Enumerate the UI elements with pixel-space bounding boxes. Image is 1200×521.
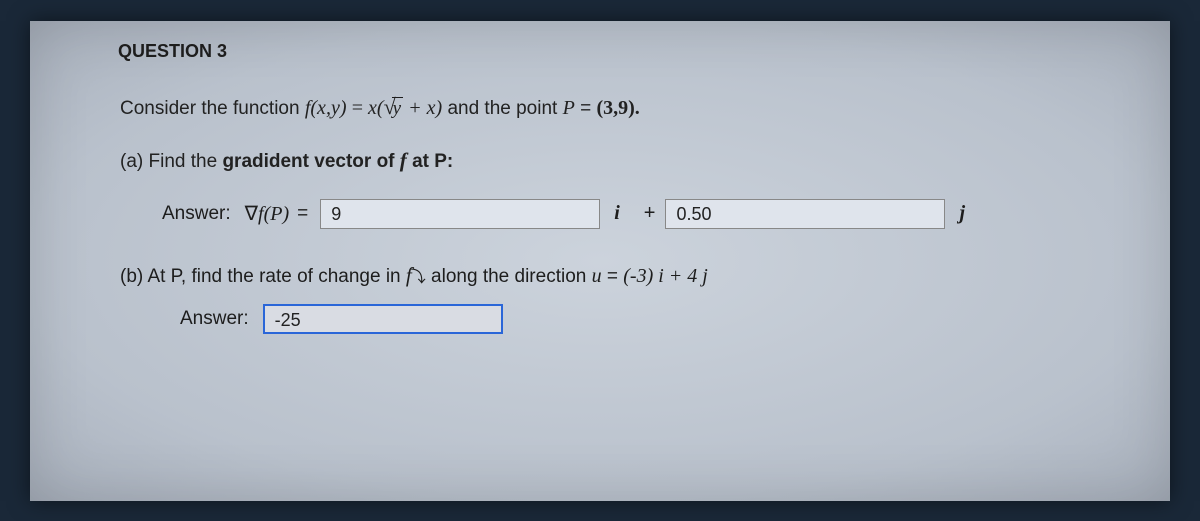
i-unit-vector: i	[614, 202, 620, 225]
part-b-prompt: (b) At P, find the rate of change in f⤵ …	[120, 263, 1130, 289]
u-var: u	[592, 265, 602, 287]
part-a-suffix: at P:	[412, 151, 453, 172]
rate-of-change-input[interactable]: -25	[263, 304, 503, 334]
plus-sign: +	[644, 202, 656, 225]
part-a-answer-row: Answer: ∇∇f(P)f(P) = 9 i + 0.50 j	[162, 199, 1130, 229]
intro-text-2: and the point	[447, 98, 562, 119]
equals-a: =	[297, 203, 308, 225]
equals-sign: =	[352, 97, 368, 119]
function-rhs-tail: + x)	[403, 97, 442, 119]
part-b-mid: find	[186, 266, 227, 287]
point-value: (3,9).	[596, 97, 639, 119]
question-intro: Consider the function f(x,y) = x(√y + x)…	[120, 90, 1130, 124]
answer-label-b: Answer:	[180, 308, 249, 330]
gradient-i-input[interactable]: 9	[320, 199, 600, 229]
part-a-prefix: (a) Find the	[120, 151, 222, 172]
sqrt-expression: √y	[384, 90, 404, 124]
part-a-prompt: (a) Find the gradident vector of f at P:	[120, 145, 1130, 177]
function-rhs-x: x(	[368, 97, 384, 119]
part-b-bold-1: At P,	[147, 266, 186, 287]
j-unit-vector: j	[959, 202, 965, 225]
part-b-bold-2: the rate of change in	[227, 266, 406, 287]
sqrt-arg: y	[392, 97, 403, 119]
point-p: P	[563, 97, 575, 119]
gradient-symbol: ∇∇f(P)f(P)	[245, 201, 289, 226]
part-b-bold-3: along the direction	[431, 266, 592, 287]
gradient-j-input[interactable]: 0.50	[665, 199, 945, 229]
equiv-symbol: =	[580, 95, 591, 124]
function-lhs: f(x,y)	[305, 97, 347, 119]
cursor-icon: ⤵	[410, 263, 426, 287]
intro-text-1: Consider the function	[120, 98, 305, 119]
part-b-prefix: (b)	[120, 266, 147, 287]
question-header: QUESTION 3	[118, 41, 1130, 62]
answer-label-a: Answer:	[162, 203, 231, 225]
u-eq: =	[602, 266, 624, 287]
question-page: QUESTION 3 Consider the function f(x,y) …	[30, 21, 1170, 501]
part-a-bold: gradident vector of	[222, 151, 399, 172]
f-italic-a: f	[400, 148, 407, 172]
u-value: (-3) i + 4 j	[623, 265, 708, 287]
part-b-answer-row: Answer: -25	[180, 304, 1130, 334]
